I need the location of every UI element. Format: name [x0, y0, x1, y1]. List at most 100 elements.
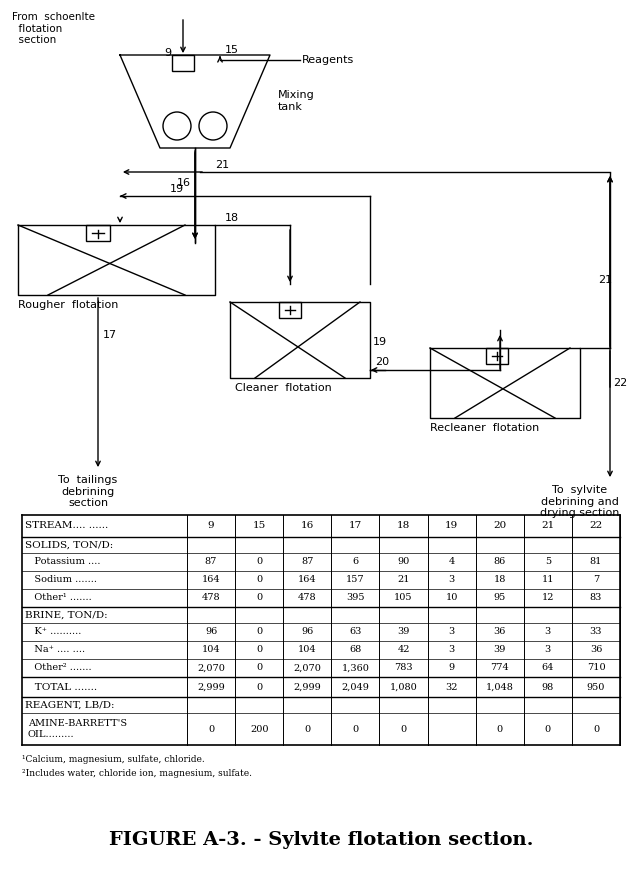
Text: 1,048: 1,048: [486, 683, 514, 692]
Text: 68: 68: [349, 646, 361, 655]
Text: 4: 4: [449, 558, 455, 566]
Text: 7: 7: [593, 575, 599, 584]
Text: 0: 0: [256, 558, 262, 566]
Text: 0: 0: [593, 724, 599, 734]
Text: 95: 95: [494, 594, 506, 603]
Text: Other¹ .......: Other¹ .......: [25, 594, 92, 603]
Text: To  tailings
debrining
section: To tailings debrining section: [58, 475, 117, 508]
Text: Na⁺ .... ....: Na⁺ .... ....: [25, 646, 85, 655]
Text: To  sylvite
debrining and
drying section: To sylvite debrining and drying section: [541, 485, 620, 518]
Text: 21: 21: [541, 522, 555, 530]
Bar: [172, 55, 194, 71]
Text: 39: 39: [494, 646, 506, 655]
Text: 18: 18: [494, 575, 506, 584]
Text: 0: 0: [352, 724, 358, 734]
Text: 39: 39: [397, 627, 410, 636]
Text: 5: 5: [545, 558, 551, 566]
Text: TOTAL .......: TOTAL .......: [25, 683, 97, 692]
Text: From  schoenlte
  flotation
  section: From schoenlte flotation section: [12, 12, 95, 45]
Text: 36: 36: [494, 627, 506, 636]
Text: 12: 12: [542, 594, 554, 603]
Text: 0: 0: [256, 627, 262, 636]
Text: 18: 18: [397, 522, 410, 530]
Text: Reagents: Reagents: [302, 55, 354, 65]
Text: SOLIDS, TON/D:: SOLIDS, TON/D:: [25, 541, 113, 550]
Text: 104: 104: [202, 646, 220, 655]
Text: 16: 16: [300, 522, 314, 530]
Text: 9: 9: [449, 663, 455, 672]
Text: 19: 19: [445, 522, 458, 530]
Text: 42: 42: [397, 646, 410, 655]
Text: 20: 20: [493, 522, 507, 530]
Text: 21: 21: [397, 575, 410, 584]
Text: 22: 22: [589, 522, 603, 530]
Text: 32: 32: [446, 683, 458, 692]
Text: Cleaner  flotation: Cleaner flotation: [235, 383, 332, 393]
Text: 6: 6: [352, 558, 358, 566]
Text: 0: 0: [256, 575, 262, 584]
Text: 17: 17: [103, 330, 117, 340]
Bar: [279, 302, 301, 318]
Text: ²Includes water, chloride ion, magnesium, sulfate.: ²Includes water, chloride ion, magnesium…: [22, 769, 252, 778]
Text: 19: 19: [373, 337, 387, 347]
Text: 11: 11: [542, 575, 554, 584]
Text: AMINE-BARRETT'S
OIL.........: AMINE-BARRETT'S OIL.........: [28, 719, 127, 738]
Text: 9: 9: [164, 48, 171, 58]
Text: BRINE, TON/D:: BRINE, TON/D:: [25, 611, 108, 619]
Text: Sodium .......: Sodium .......: [25, 575, 97, 584]
Text: Mixing
tank: Mixing tank: [278, 90, 315, 112]
Text: 22: 22: [613, 378, 627, 388]
Text: 2,070: 2,070: [293, 663, 321, 672]
Text: 0: 0: [256, 646, 262, 655]
Text: 395: 395: [346, 594, 365, 603]
Text: 0: 0: [497, 724, 503, 734]
Text: 1,360: 1,360: [342, 663, 369, 672]
Text: 15: 15: [252, 522, 266, 530]
Text: 3: 3: [449, 575, 455, 584]
Text: 1,080: 1,080: [390, 683, 417, 692]
Text: 0: 0: [256, 683, 262, 692]
Text: 83: 83: [590, 594, 602, 603]
Bar: [486, 348, 508, 364]
Text: K⁺ ..........: K⁺ ..........: [25, 627, 82, 636]
Text: 16: 16: [177, 178, 191, 188]
Text: 710: 710: [587, 663, 605, 672]
Text: FIGURE A-3. - Sylvite flotation section.: FIGURE A-3. - Sylvite flotation section.: [108, 831, 534, 849]
Text: 96: 96: [301, 627, 313, 636]
Text: 0: 0: [545, 724, 551, 734]
Text: 157: 157: [346, 575, 365, 584]
Text: 90: 90: [397, 558, 410, 566]
Text: 19: 19: [170, 184, 184, 194]
Text: Recleaner  flotation: Recleaner flotation: [430, 423, 539, 433]
Text: 3: 3: [544, 646, 551, 655]
Text: REAGENT, LB/D:: REAGENT, LB/D:: [25, 700, 114, 709]
Text: 2,070: 2,070: [197, 663, 225, 672]
Text: 2,999: 2,999: [293, 683, 321, 692]
Text: 2,049: 2,049: [342, 683, 369, 692]
Text: 33: 33: [590, 627, 602, 636]
Text: Other² .......: Other² .......: [25, 663, 92, 672]
Text: 87: 87: [301, 558, 313, 566]
Text: 3: 3: [449, 646, 455, 655]
Text: 36: 36: [590, 646, 602, 655]
Text: 3: 3: [449, 627, 455, 636]
Text: ¹Calcium, magnesium, sulfate, chloride.: ¹Calcium, magnesium, sulfate, chloride.: [22, 755, 205, 764]
Text: 478: 478: [202, 594, 220, 603]
Text: 18: 18: [225, 213, 239, 223]
Text: Potassium ....: Potassium ....: [25, 558, 101, 566]
Text: 21: 21: [215, 160, 229, 170]
Text: 20: 20: [375, 357, 389, 367]
Text: 0: 0: [208, 724, 214, 734]
Text: 87: 87: [205, 558, 217, 566]
Text: 17: 17: [349, 522, 362, 530]
Text: 96: 96: [205, 627, 217, 636]
Text: 478: 478: [298, 594, 317, 603]
Text: Rougher  flotation: Rougher flotation: [18, 300, 118, 310]
Text: 64: 64: [542, 663, 554, 672]
Bar: [86, 225, 110, 241]
Text: 0: 0: [401, 724, 406, 734]
Text: 63: 63: [349, 627, 361, 636]
Text: 98: 98: [542, 683, 554, 692]
Text: 200: 200: [250, 724, 268, 734]
Text: 10: 10: [446, 594, 458, 603]
